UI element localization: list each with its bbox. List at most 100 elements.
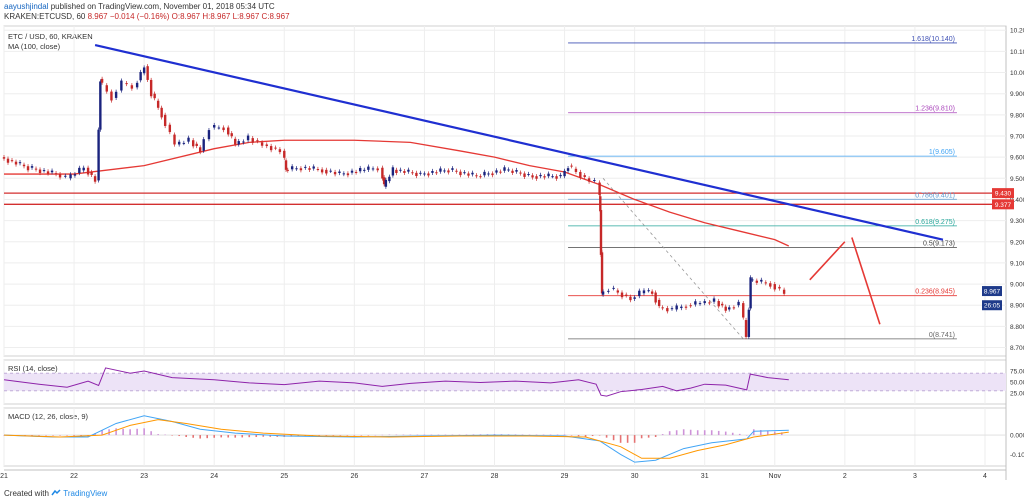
rsi-y-tick-label: 25.0000 xyxy=(1010,391,1024,398)
candle-body xyxy=(110,91,113,101)
macd-histogram-bar xyxy=(675,430,678,436)
macd-histogram-bar xyxy=(703,430,706,436)
macd-histogram-bar xyxy=(472,434,475,436)
candle-body xyxy=(403,171,406,173)
x-tick-label: 29 xyxy=(561,473,569,480)
macd-histogram-bar xyxy=(654,435,657,437)
macd-histogram-bar xyxy=(255,435,258,437)
candle-body xyxy=(10,160,14,162)
macd-histogram-bar xyxy=(367,435,370,436)
candle-body xyxy=(555,176,558,179)
macd-histogram-bar xyxy=(444,434,447,436)
candle-body xyxy=(286,169,289,171)
candle-body xyxy=(376,168,379,171)
macd-histogram-bar xyxy=(171,435,173,436)
x-tick-label: 2 xyxy=(843,473,847,480)
candle-body xyxy=(139,71,142,81)
fib-level-label: 0(8.741) xyxy=(929,332,955,339)
macd-histogram-bar xyxy=(717,430,720,436)
macd-histogram-bar xyxy=(213,435,216,438)
candle-body xyxy=(600,252,604,294)
candle-body xyxy=(689,305,692,307)
candle-body xyxy=(670,308,674,310)
price-tag-label: 9.430 xyxy=(995,191,1012,198)
macd-histogram-bar xyxy=(248,435,251,438)
macd-histogram-bar xyxy=(605,435,608,438)
candle-body xyxy=(574,168,578,172)
candle-body xyxy=(97,129,100,181)
macd-histogram-bar xyxy=(668,431,671,436)
macd-histogram-bar xyxy=(556,434,559,436)
candle-body xyxy=(547,173,550,177)
x-tick-label: 24 xyxy=(210,473,218,480)
candle-body xyxy=(82,167,85,171)
candle-body xyxy=(2,157,6,159)
candle-body xyxy=(499,171,502,173)
macd-histogram-bar xyxy=(206,435,209,439)
candle-body xyxy=(371,168,375,170)
candle-body xyxy=(638,290,641,297)
macd-histogram-bar xyxy=(129,429,131,436)
macd-histogram-bar xyxy=(780,432,783,436)
candle-body xyxy=(207,130,211,140)
candle-body xyxy=(142,67,146,74)
candle-body xyxy=(415,172,418,177)
candle-body xyxy=(182,142,186,144)
candle-body xyxy=(769,283,772,287)
macd-histogram-bar xyxy=(178,435,180,437)
candle-body xyxy=(265,144,268,147)
candle-body xyxy=(698,303,702,305)
macd-histogram-bar xyxy=(465,434,468,436)
price-tag xyxy=(992,199,1014,210)
x-tick-label: 30 xyxy=(631,473,639,480)
candle-body xyxy=(290,166,294,170)
macd-histogram-bar xyxy=(374,434,377,436)
candle-body xyxy=(471,172,474,175)
candle-body xyxy=(160,107,163,118)
fib-level-label: 1.618(10.140) xyxy=(911,36,955,43)
macd-histogram-bar xyxy=(332,435,335,436)
candle-body xyxy=(599,210,603,255)
macd-histogram-bar xyxy=(724,431,727,436)
fib-level-label: 0.786(9.401) xyxy=(915,192,955,199)
candle-body xyxy=(495,170,498,173)
author-link[interactable]: aayushjindal xyxy=(4,2,49,11)
macd-histogram-bar xyxy=(381,434,384,436)
candle-body xyxy=(135,82,139,88)
candle-body xyxy=(419,172,422,174)
macd-histogram-bar xyxy=(157,434,159,436)
tradingview-logo-icon xyxy=(51,489,61,499)
candle-body xyxy=(654,292,657,303)
tradingview-brand[interactable]: TradingView xyxy=(63,489,108,499)
macd-histogram-bar xyxy=(115,428,117,436)
rsi-line xyxy=(3,367,789,397)
candle-body xyxy=(684,306,688,308)
candle-body xyxy=(99,81,102,130)
macd-histogram-bar xyxy=(710,430,713,436)
macd-histogram-bar xyxy=(325,435,328,436)
price-tag xyxy=(982,300,1002,311)
macd-histogram-bar xyxy=(143,428,145,436)
candle-body xyxy=(749,277,752,309)
macd-histogram-bar xyxy=(458,434,461,436)
candle-body xyxy=(6,158,10,163)
candle-body xyxy=(73,174,77,176)
y-tick-label: 10.000 xyxy=(1010,70,1024,77)
chart-header: aayushjindal published on TradingView.co… xyxy=(0,0,1024,24)
candle-body xyxy=(304,166,307,168)
macd-histogram-bar xyxy=(521,434,524,436)
candle-body xyxy=(278,149,282,153)
ma-indicator-label: MA (100, close) xyxy=(8,42,61,51)
publish-info: aayushjindal published on TradingView.co… xyxy=(4,2,275,11)
candle-body xyxy=(507,169,510,171)
candle-body xyxy=(237,141,240,145)
candle-body xyxy=(579,171,582,178)
y-tick-label: 8.700 xyxy=(1010,345,1024,352)
candle-body xyxy=(511,170,514,173)
price-tag xyxy=(982,286,1002,297)
candle-body xyxy=(427,173,430,176)
ma100-line xyxy=(4,139,790,247)
candle-body xyxy=(260,142,264,146)
candle-body xyxy=(703,301,706,304)
